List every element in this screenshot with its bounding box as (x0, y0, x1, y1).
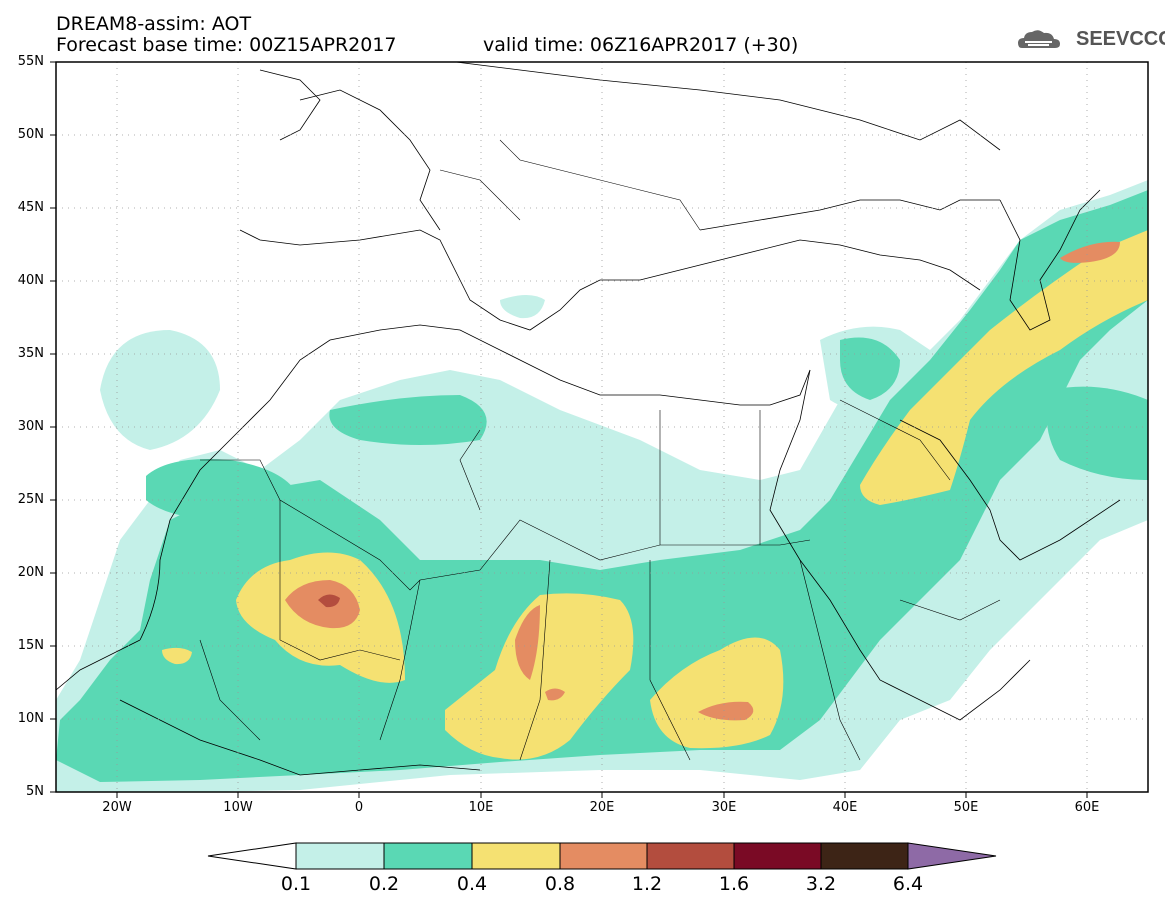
lat-label: 40N (17, 273, 44, 288)
lon-label: 50E (953, 800, 979, 815)
colorbar-label: 1.6 (718, 873, 750, 895)
colorbar-label: 3.2 (805, 873, 837, 895)
colorbar-label: 0.2 (368, 873, 400, 895)
aot-band-1.2 (318, 594, 340, 608)
colorbar-label: 0.4 (456, 873, 488, 895)
aot-field (56, 180, 1148, 792)
colorbar-label: 0.1 (280, 873, 312, 895)
colorbar-under-arrow (207, 842, 297, 870)
lat-label: 15N (17, 638, 44, 653)
colorbar-label: 1.2 (631, 873, 663, 895)
lat-label: 50N (17, 127, 44, 142)
colorbar-swatch (646, 842, 735, 870)
lon-label: 60E (1074, 800, 1100, 815)
borders (199, 139, 1001, 761)
lon-label: 10E (468, 800, 494, 815)
aot-band-0.8 (285, 241, 1120, 721)
lon-label: 20E (589, 800, 615, 815)
lat-label: 5N (26, 784, 44, 799)
lat-label: 20N (17, 565, 44, 580)
lat-label: 25N (17, 492, 44, 507)
logo-text: SEEVCCC (1076, 28, 1165, 50)
colorbar-label: 6.4 (892, 873, 924, 895)
lon-label: 20W (102, 800, 132, 815)
colorbar-swatch (820, 842, 909, 870)
coastlines (56, 62, 1121, 776)
colorbar-swatch (383, 842, 473, 870)
forecast-base-time: Forecast base time: 00Z15APR2017 (56, 34, 397, 56)
lat-label: 55N (17, 54, 44, 69)
lat-label: 30N (17, 419, 44, 434)
graticule (56, 62, 1148, 792)
lat-label: 10N (17, 711, 44, 726)
colorbar (207, 842, 997, 870)
colorbar-swatch (295, 842, 385, 870)
map-title: DREAM8-assim: AOT (56, 13, 252, 35)
valid-time: valid time: 06Z16APR2017 (+30) (483, 34, 799, 56)
lon-label: 0 (354, 800, 364, 815)
colorbar-label: 0.8 (544, 873, 576, 895)
colorbar-swatch (733, 842, 822, 870)
colorbar-swatch (559, 842, 648, 870)
lon-label: 10W (223, 800, 253, 815)
colorbar-over-arrow (907, 842, 997, 870)
lat-label: 35N (17, 346, 44, 361)
lon-label: 30E (711, 800, 737, 815)
colorbar-swatch (471, 842, 561, 870)
axis-ticks (50, 61, 1088, 798)
cloud-logo-icon (1018, 30, 1060, 48)
lon-label: 40E (832, 800, 858, 815)
lat-label: 45N (17, 200, 44, 215)
